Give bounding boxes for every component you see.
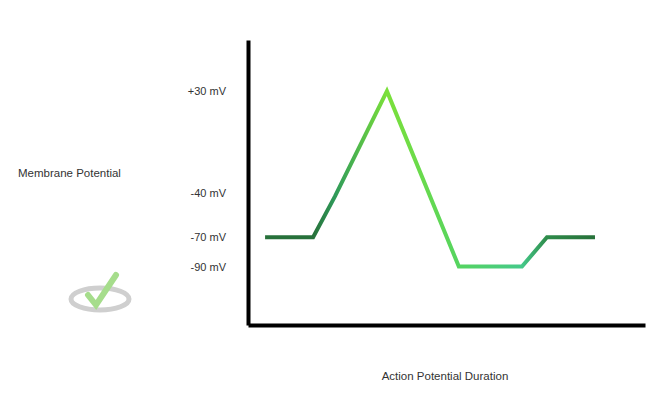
y-tick-label: +30 mV	[188, 85, 227, 97]
y-tick-label: -40 mV	[191, 187, 227, 199]
line	[265, 91, 595, 266]
y-tick-label: -70 mV	[191, 231, 227, 243]
y-tick: -90 mV	[191, 261, 248, 273]
x-axis	[249, 325, 646, 326]
plot-area	[265, 91, 595, 266]
chart: +30 mV -40 mV -70 mV -90 mV Membrane Potenti…	[0, 0, 672, 404]
y-axis: +30 mV -40 mV -70 mV -90 mV	[188, 41, 249, 326]
y-tick: -40 mV	[191, 187, 248, 199]
y-axis-line	[247, 41, 251, 326]
x-axis-title: Action Potential Duration	[382, 370, 509, 382]
y-tick-label: -90 mV	[191, 261, 227, 273]
logo	[71, 275, 129, 310]
logo-check	[88, 275, 116, 305]
y-axis-title: Membrane Potential	[18, 167, 121, 179]
y-tick: -70 mV	[191, 231, 248, 243]
x-axis-line	[249, 324, 646, 328]
y-tick: +30 mV	[188, 85, 248, 97]
